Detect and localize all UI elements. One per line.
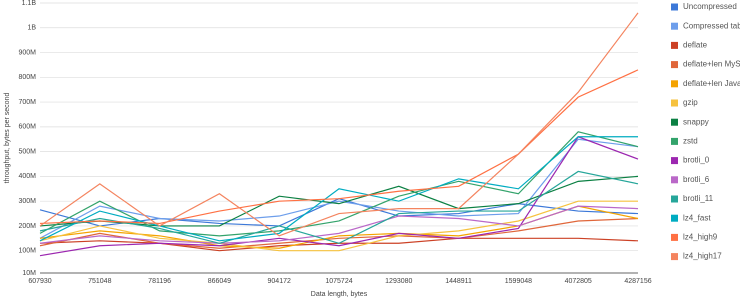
legend-swatch: [671, 99, 678, 107]
legend-swatch: [671, 176, 678, 184]
x-axis-label: Data length, bytes: [311, 291, 368, 298]
y-tick-label: 400M: [18, 173, 36, 180]
y-tick-label: 200M: [18, 223, 36, 230]
x-tick-label: 751048: [88, 278, 111, 285]
series-line: [39, 205, 639, 244]
y-tick-label: 10M: [22, 270, 36, 277]
series-line: [39, 175, 639, 227]
legend: Uncompressed Compressed table deflate defla…: [671, 2, 740, 261]
legend-label: deflate+len MySQL: [683, 60, 740, 69]
legend-label: lz4_high17: [683, 252, 722, 261]
legend-label: brotli_0: [683, 156, 710, 165]
series-line: [39, 200, 638, 252]
series-line: [39, 138, 639, 239]
series-line: [39, 170, 639, 244]
legend-swatch: [671, 80, 678, 88]
series-line: [39, 69, 639, 225]
legend-label: snappy: [683, 117, 709, 126]
legend-label: Compressed table: [683, 21, 740, 30]
legend-label: deflate+len Java: [683, 79, 740, 88]
legend-swatch: [671, 214, 678, 222]
x-tick-label: 904172: [268, 278, 291, 285]
legend-label: deflate: [683, 41, 708, 50]
y-tick-label: 300M: [18, 198, 36, 205]
x-tick-label: 1448911: [445, 278, 472, 285]
legend-swatch: [671, 195, 678, 203]
y-tick-label: 100M: [18, 248, 36, 255]
x-tick-label: 781196: [148, 278, 171, 285]
x-tick-label: 4072805: [565, 278, 592, 285]
legend-swatch: [671, 253, 678, 261]
legend-swatch: [671, 22, 678, 30]
legend-label: lz4_high9: [683, 233, 718, 242]
legend-swatch: [671, 118, 678, 126]
y-tick-label: 700M: [18, 99, 36, 106]
x-tick-label: 607930: [28, 278, 51, 285]
legend-label: brotli_6: [683, 175, 710, 184]
y-tick-label: 900M: [18, 49, 36, 56]
series-line: [39, 131, 639, 237]
legend-swatch: [671, 3, 678, 11]
x-tick-label: 1075724: [325, 278, 352, 285]
legend-swatch: [671, 233, 678, 241]
y-tick-label: 1B: [27, 25, 36, 32]
series-line: [39, 217, 639, 249]
x-tick-label: 4287156: [624, 278, 651, 285]
y-tick-label: 800M: [18, 74, 36, 81]
y-tick-label: 600M: [18, 124, 36, 131]
series-line: [39, 12, 639, 237]
series-line: [39, 136, 638, 242]
y-tick-label: 500M: [18, 148, 36, 155]
legend-label: lz4_fast: [683, 213, 711, 222]
y-tick-label: 1.1B: [22, 0, 37, 7]
x-tick-label: 1599048: [505, 278, 532, 285]
legend-label: gzip: [683, 98, 698, 107]
legend-swatch: [671, 157, 678, 165]
legend-label: Uncompressed: [683, 2, 737, 11]
legend-swatch: [671, 61, 678, 69]
y-axis-label: throughput, bytes per second: [4, 93, 11, 184]
legend-label: zstd: [683, 137, 698, 146]
x-tick-label: 1293080: [385, 278, 412, 285]
legend-label: brotli_11: [683, 194, 714, 203]
x-tick-label: 866049: [208, 278, 231, 285]
legend-swatch: [671, 137, 678, 145]
legend-swatch: [671, 41, 678, 49]
